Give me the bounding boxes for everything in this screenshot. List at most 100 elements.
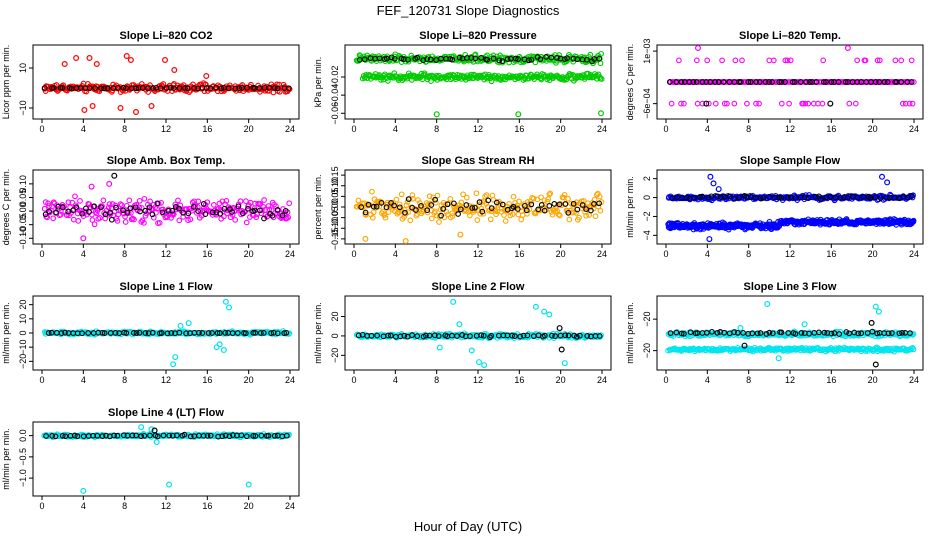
data-point [843,329,850,335]
data-point [835,79,842,85]
x-tick-label: 4 [705,249,710,259]
data-point [862,57,869,64]
data-point [362,209,369,216]
panels: Slope Li–820 CO2 Licor ppm per min. 0 4 8 12 1… [1,30,924,511]
data-point [428,215,435,222]
data-point [802,194,808,201]
data-point [261,215,267,222]
data-point-outlier [436,344,443,351]
data-point [910,217,917,224]
data-point [693,79,700,85]
data-point [509,332,515,339]
data-point [91,221,98,228]
data-point-outlier [153,439,160,446]
data-point [180,209,187,216]
data-point [896,330,903,337]
data-point [704,57,711,64]
data-point [286,200,293,207]
data-point [136,197,143,204]
data-series [665,301,917,362]
data-point [872,194,879,201]
data-point [414,333,421,339]
data-point [432,196,438,203]
data-point [579,202,586,208]
data-point [203,85,210,91]
data-point-outlier [133,108,140,115]
data-point [50,215,57,222]
data-point [478,332,485,339]
data-point [854,195,861,201]
data-point [719,57,725,64]
data-point [83,88,90,95]
data-point [209,209,216,216]
data-point [183,330,189,337]
data-point [438,212,444,219]
data-point [142,330,149,336]
data-point [404,56,411,62]
data-point-outlier [450,298,457,305]
chart-panel: Slope Line 3 Flow ml/min per min. 0 4 8 12 16 2… [625,281,924,385]
data-point [59,84,66,91]
panel-title: Slope Amb. Box Temp. [107,155,226,167]
data-point [242,330,249,337]
data-point [828,330,835,337]
data-point [261,197,267,203]
data-point [885,330,892,337]
data-point [115,211,122,218]
y-tick-label: 20 [18,300,28,310]
panel-title: Slope Li–820 CO2 [120,30,213,42]
data-point [551,201,558,207]
data-point [138,433,144,440]
y-axis-label: percent per min. [313,174,323,239]
x-tick-label: 12 [785,375,795,385]
data-point [200,433,207,439]
data-point [474,217,481,223]
data-point [433,57,439,63]
data-point [89,217,96,223]
data-point [712,79,718,85]
data-point [146,204,153,211]
panel-title: Slope Li–820 Temp. [739,30,841,42]
data-point [103,432,109,439]
data-point [269,212,276,219]
data-point-outlier [775,355,782,362]
data-point [686,79,693,85]
data-point [226,433,233,440]
x-tick-label: 16 [202,501,212,511]
data-point [756,100,762,107]
data-point [523,207,530,214]
data-point [86,209,92,215]
data-point [736,79,743,85]
data-point [414,54,421,61]
data-point [271,85,278,91]
data-point [196,329,202,336]
data-point [776,79,783,85]
data-point [535,206,542,213]
data-point [94,432,101,439]
data-point [789,79,796,85]
data-point-outlier [151,427,158,434]
data-point [910,331,917,337]
data-point [766,57,773,64]
data-point [73,204,80,210]
data-point [426,193,433,200]
data-series [667,79,915,107]
data-point-outlier [402,238,409,245]
data-point [168,330,175,336]
data-series [667,319,913,368]
data-point [844,194,851,201]
data-point [821,329,828,336]
y-tick-label: −0.05 [18,213,28,236]
data-point [511,333,518,339]
data-point-outlier [203,72,210,79]
data-point [681,100,687,107]
data-point-outlier [884,179,891,186]
data-point [123,85,129,92]
data-series [45,329,290,337]
data-point-outlier [764,301,771,308]
data-point [522,76,528,82]
x-tick-label: 12 [161,249,171,259]
data-series [355,325,603,353]
x-tick-label: 24 [285,249,295,259]
x-tick-label: 12 [473,375,483,385]
